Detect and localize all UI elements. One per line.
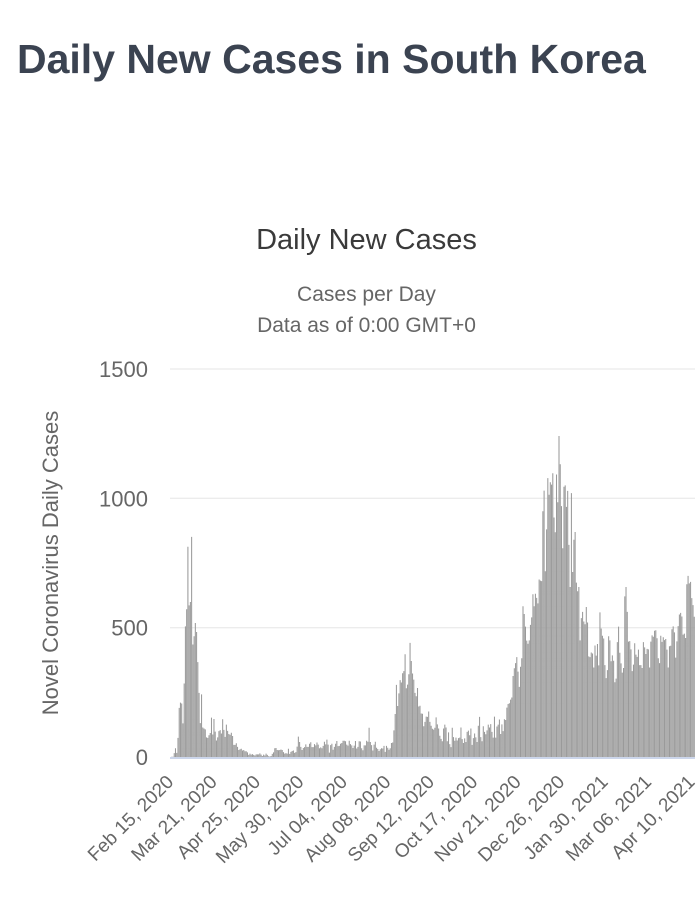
y-axis-title: Novel Coronavirus Daily Cases [38, 411, 63, 715]
daily-cases-bars-series[interactable] [171, 435, 695, 757]
y-axis-tick-label: 1000 [99, 486, 148, 511]
chart-subtitle-line2: Data as of 0:00 GMT+0 [257, 314, 476, 337]
y-axis-tick-label: 500 [111, 616, 148, 641]
page-title: Daily New Cases in South Korea [17, 36, 646, 82]
y-axis-tick-label: 1500 [99, 357, 148, 382]
chart-title: Daily New Cases [256, 224, 477, 256]
chart-subtitle-line1: Cases per Day [297, 283, 436, 306]
y-axis-tick-label: 0 [136, 745, 148, 770]
